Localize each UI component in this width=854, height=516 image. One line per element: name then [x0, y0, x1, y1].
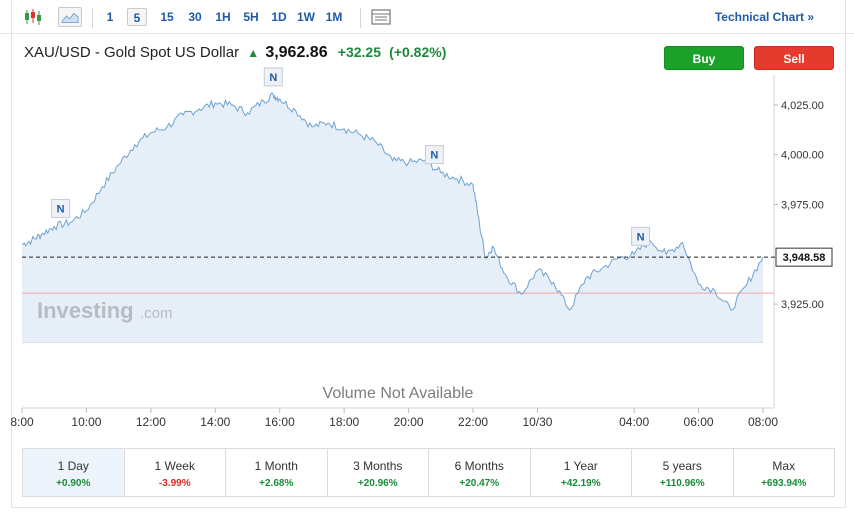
interval-5h[interactable]: 5H — [243, 10, 259, 24]
price-chart[interactable]: Investing .com 3,948.58 4,025.00 4,000.00 3,9… — [0, 0, 854, 440]
y-tick-label: 4,025.00 — [781, 100, 824, 112]
period-label: 1 Week — [154, 459, 195, 473]
x-tick-label: 12:00 — [136, 415, 166, 429]
table-icon[interactable] — [370, 7, 392, 27]
price-line — [21, 92, 764, 311]
news-marker-label[interactable]: N — [57, 203, 65, 215]
price-change-pct: (+0.82%) — [389, 44, 447, 60]
period-3-months[interactable]: 3 Months +20.96% — [328, 449, 429, 496]
period-change: +2.68% — [259, 478, 294, 489]
interval-1w[interactable]: 1W — [297, 10, 315, 24]
period-performance-bar: 1 Day +0.90% 1 Week -3.99% 1 Month +2.68% 3 Mo… — [22, 448, 835, 497]
news-marker[interactable] — [424, 145, 444, 165]
investing-watermark: Investing — [37, 298, 134, 323]
y-tick-label: 3,975.00 — [781, 200, 824, 212]
news-marker[interactable] — [631, 226, 651, 246]
period-1-day[interactable]: 1 Day +0.90% — [23, 449, 125, 496]
period-label: 6 Months — [454, 459, 504, 473]
last-price: 3,962.86 — [265, 44, 328, 61]
price-area-fill — [22, 92, 763, 343]
instrument-name: XAU/USD - Gold Spot US Dollar — [24, 44, 240, 61]
interval-5[interactable]: 5 — [127, 8, 147, 26]
period-label: 3 Months — [353, 459, 403, 473]
toolbar-divider — [92, 8, 93, 28]
sell-button[interactable]: Sell — [754, 46, 834, 70]
x-tick-label: 06:00 — [684, 415, 714, 429]
period-1-month[interactable]: 1 Month +2.68% — [226, 449, 328, 496]
news-marker-label[interactable]: N — [430, 150, 438, 162]
toolbar-divider — [360, 8, 361, 28]
period-change: -3.99% — [158, 478, 191, 489]
period-change: +110.96% — [659, 478, 705, 489]
period-1-year[interactable]: 1 Year +42.19% — [531, 449, 632, 496]
news-marker[interactable] — [263, 67, 283, 87]
x-tick-label: 20:00 — [394, 415, 424, 429]
period-change: +20.47% — [459, 478, 500, 489]
price-up-arrow-icon: ▲ — [247, 46, 260, 60]
period-label: Max — [772, 459, 796, 473]
x-tick-label: 22:00 — [458, 415, 488, 429]
buy-button[interactable]: Buy — [664, 46, 744, 70]
period-label: 1 Year — [563, 459, 598, 473]
period-1-week[interactable]: 1 Week -3.99% — [125, 449, 226, 496]
period-5-years[interactable]: 5 years +110.96% — [632, 449, 734, 496]
x-tick-label: 10:00 — [71, 415, 101, 429]
technical-chart-link[interactable]: Technical Chart » — [714, 10, 814, 24]
instrument-header: XAU/USD - Gold Spot US Dollar ▲ 3,962.86… — [24, 44, 446, 62]
area-chart-icon[interactable] — [58, 7, 82, 27]
x-tick-label: 10/30 — [522, 415, 552, 429]
period-label: 5 years — [662, 459, 702, 473]
period-change: +20.96% — [357, 478, 398, 489]
y-tick-label: 3,925.00 — [781, 299, 824, 311]
y-tick-label: 4,000.00 — [781, 150, 824, 162]
interval-15[interactable]: 15 — [160, 10, 174, 24]
current-price-box — [775, 247, 833, 267]
price-change: +32.25 — [337, 44, 381, 60]
interval-1[interactable]: 1 — [106, 10, 114, 24]
period-change: +693.94% — [761, 478, 807, 489]
interval-1d[interactable]: 1D — [271, 10, 287, 24]
period-6-months[interactable]: 6 Months +20.47% — [429, 449, 531, 496]
x-tick-label: 08:00 — [748, 415, 778, 429]
interval-1h[interactable]: 1H — [215, 10, 231, 24]
chart-toolbar: 1 5 15 30 1H 5H 1D 1W 1M Technical Chart » — [0, 0, 854, 34]
x-tick-label: 14:00 — [200, 415, 230, 429]
news-marker-label[interactable]: N — [269, 72, 277, 84]
volume-not-available-note: Volume Not Available — [323, 385, 474, 402]
period-label: 1 Month — [254, 459, 298, 473]
x-tick-label: 16:00 — [265, 415, 295, 429]
x-tick-label: 18:00 — [329, 415, 359, 429]
period-change: +0.90% — [56, 478, 91, 489]
interval-1m[interactable]: 1M — [325, 10, 343, 24]
interval-30[interactable]: 30 — [188, 10, 202, 24]
news-marker[interactable] — [51, 198, 71, 218]
candlestick-icon[interactable] — [22, 7, 44, 27]
period-max[interactable]: Max +693.94% — [734, 449, 835, 496]
news-marker-label[interactable]: N — [637, 231, 645, 243]
current-price-label: 3,948.58 — [783, 252, 826, 264]
x-tick-label: 04:00 — [619, 415, 649, 429]
investing-watermark-suffix: .com — [140, 305, 173, 322]
period-label: 1 Day — [57, 459, 89, 473]
x-tick-label: 8:00 — [10, 415, 34, 429]
period-change: +42.19% — [560, 478, 601, 489]
